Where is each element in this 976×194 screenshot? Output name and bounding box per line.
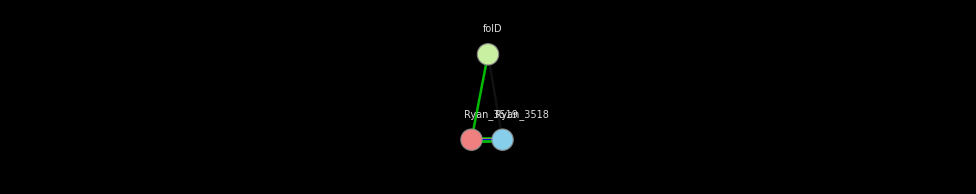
- Circle shape: [492, 129, 513, 150]
- Text: Ryan_3518: Ryan_3518: [495, 109, 549, 120]
- Text: folD: folD: [482, 24, 503, 34]
- Circle shape: [477, 44, 499, 65]
- Text: Ryan_3519: Ryan_3519: [464, 109, 517, 120]
- Circle shape: [461, 129, 482, 150]
